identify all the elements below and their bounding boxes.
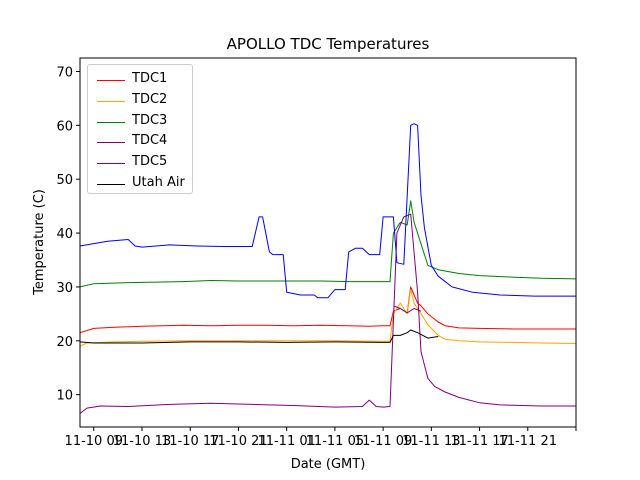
x-tick-label: 11-10 09	[65, 434, 123, 449]
x-tick-label: 11-11 05	[306, 434, 364, 449]
x-tick-label: 11-10 17	[161, 434, 219, 449]
legend-swatch	[97, 184, 125, 185]
legend-label: TDC2	[132, 91, 168, 107]
series-line-tdc5	[393, 305, 422, 314]
y-axis: 10 20 30 40 50 60 70	[56, 65, 80, 404]
legend-label: TDC4	[132, 133, 168, 149]
series-line-blue	[79, 123, 576, 299]
series-line-tdc2	[79, 289, 577, 347]
x-tick-label: 11-11 21	[499, 434, 557, 449]
x-axis-label: Date (GMT)	[291, 457, 366, 472]
x-tick-label: 11-11 13	[402, 434, 460, 449]
x-tick-label: 11-10 21	[209, 434, 267, 449]
y-axis-label: Temperature (C)	[32, 189, 47, 296]
legend-item: Utah Air	[88, 173, 192, 194]
y-tick-label: 30	[56, 281, 73, 296]
y-tick-label: 40	[56, 227, 73, 242]
series-line-utah-air	[79, 329, 439, 344]
legend: TDC1 TDC2 TDC3 TDC4 TDC5 Utah Air	[87, 64, 193, 194]
legend-label: TDC1	[132, 71, 168, 86]
y-tick-label: 10	[56, 389, 73, 404]
x-tick-label: 11-11 01	[257, 434, 315, 449]
legend-item: TDC4	[88, 131, 192, 152]
legend-swatch	[97, 163, 125, 165]
x-tick-label: 11-10 13	[113, 434, 171, 449]
legend-label: TDC5	[132, 154, 168, 170]
legend-item: TDC1	[88, 69, 192, 90]
series-line-tdc3	[79, 200, 577, 288]
legend-item: TDC2	[88, 90, 192, 111]
y-tick-label: 70	[56, 65, 73, 80]
y-tick-label: 50	[56, 173, 73, 188]
chart-title: APOLLO TDC Temperatures	[227, 35, 430, 53]
legend-swatch	[97, 121, 125, 123]
legend-swatch	[97, 80, 125, 81]
legend-swatch	[97, 100, 125, 102]
legend-label: TDC3	[132, 112, 168, 128]
x-tick-label: 11-11 17	[450, 434, 508, 449]
series-line-tdc4	[79, 213, 576, 414]
plot-area	[79, 123, 577, 414]
y-tick-label: 60	[56, 119, 73, 134]
plot-frame	[79, 57, 577, 428]
legend-label: Utah Air	[132, 175, 185, 190]
x-tick-label: 11-11 09	[354, 434, 412, 449]
legend-swatch	[97, 142, 125, 144]
y-tick-label: 20	[56, 335, 73, 350]
legend-item: TDC5	[88, 152, 192, 173]
legend-item: TDC3	[88, 111, 192, 132]
